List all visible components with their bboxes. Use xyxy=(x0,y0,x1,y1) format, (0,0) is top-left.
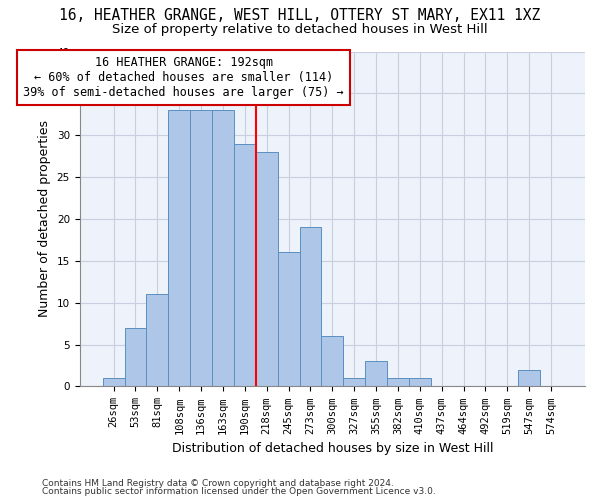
Text: Contains HM Land Registry data © Crown copyright and database right 2024.: Contains HM Land Registry data © Crown c… xyxy=(42,478,394,488)
Bar xyxy=(125,328,146,386)
X-axis label: Distribution of detached houses by size in West Hill: Distribution of detached houses by size … xyxy=(172,442,493,455)
Bar xyxy=(365,362,387,386)
Bar xyxy=(299,228,322,386)
Bar xyxy=(256,152,278,386)
Text: Size of property relative to detached houses in West Hill: Size of property relative to detached ho… xyxy=(112,22,488,36)
Text: Contains public sector information licensed under the Open Government Licence v3: Contains public sector information licen… xyxy=(42,487,436,496)
Bar xyxy=(212,110,234,386)
Bar xyxy=(234,144,256,386)
Y-axis label: Number of detached properties: Number of detached properties xyxy=(38,120,51,318)
Text: 16 HEATHER GRANGE: 192sqm
← 60% of detached houses are smaller (114)
39% of semi: 16 HEATHER GRANGE: 192sqm ← 60% of detac… xyxy=(23,56,344,98)
Bar xyxy=(518,370,540,386)
Bar xyxy=(103,378,125,386)
Bar xyxy=(322,336,343,386)
Bar xyxy=(409,378,431,386)
Bar xyxy=(278,252,299,386)
Bar xyxy=(146,294,168,386)
Bar xyxy=(190,110,212,386)
Text: 16, HEATHER GRANGE, WEST HILL, OTTERY ST MARY, EX11 1XZ: 16, HEATHER GRANGE, WEST HILL, OTTERY ST… xyxy=(59,8,541,22)
Bar xyxy=(387,378,409,386)
Bar xyxy=(168,110,190,386)
Bar xyxy=(343,378,365,386)
